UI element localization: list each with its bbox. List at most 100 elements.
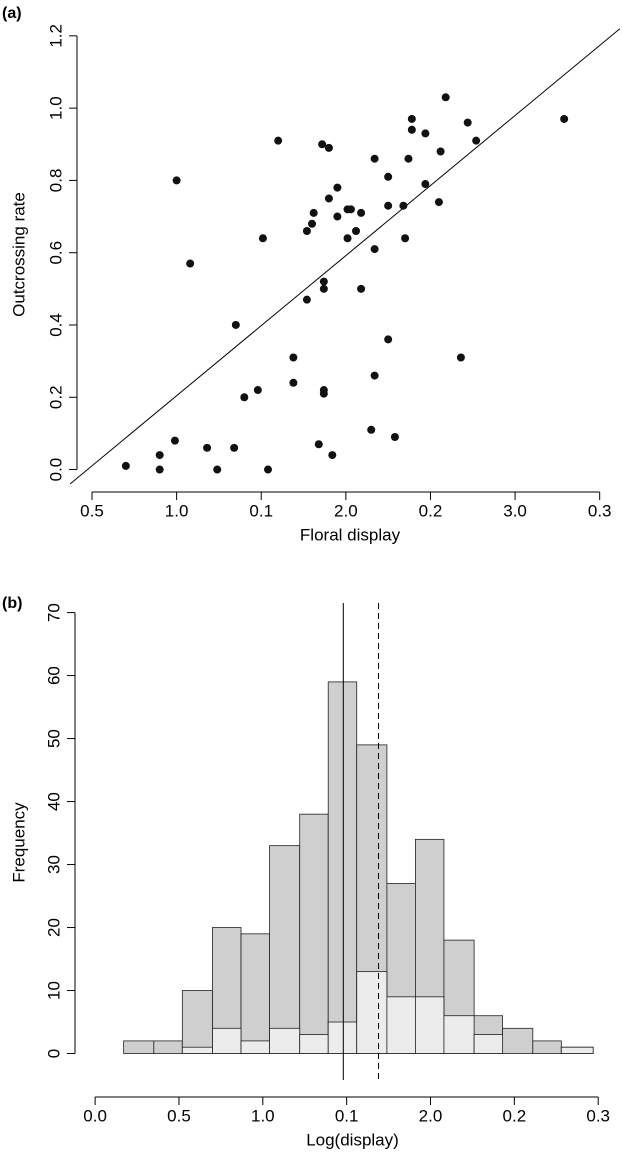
point <box>240 393 249 402</box>
point <box>357 284 366 293</box>
bar <box>415 996 445 1054</box>
bar <box>560 1046 594 1054</box>
point <box>121 461 130 470</box>
point <box>231 320 240 329</box>
point <box>421 180 430 189</box>
bar <box>327 681 358 1054</box>
bar <box>502 1027 534 1054</box>
point <box>308 219 316 228</box>
point <box>318 140 327 149</box>
point <box>186 259 195 268</box>
point <box>384 172 393 181</box>
point <box>352 227 360 236</box>
x-tick-label: 0.1 <box>249 501 273 520</box>
point <box>456 353 465 362</box>
point <box>463 118 472 127</box>
point <box>314 440 323 449</box>
point <box>472 136 481 145</box>
y-tick-label: 0.8 <box>46 169 65 193</box>
point <box>436 147 445 156</box>
point <box>333 212 342 221</box>
y-axis-label: Frequency <box>9 802 28 883</box>
bar <box>269 845 301 1054</box>
point <box>384 335 393 344</box>
x-tick-label: 0.3 <box>586 1106 610 1125</box>
point <box>319 389 328 398</box>
point <box>289 378 298 387</box>
y-tick-label: 10 <box>44 981 63 1000</box>
y-axis-label: Outcrossing rate <box>9 192 28 317</box>
point <box>407 114 416 123</box>
y-tick-label: 1.2 <box>46 24 65 48</box>
point <box>302 295 311 304</box>
point <box>407 125 416 134</box>
point <box>434 198 443 207</box>
point <box>319 277 328 286</box>
y-tick-label: 0.2 <box>46 385 65 409</box>
bar <box>269 1027 301 1054</box>
y-tick-label: 60 <box>44 666 63 685</box>
point <box>258 234 267 243</box>
point <box>172 176 181 185</box>
point <box>328 451 337 460</box>
point <box>319 284 328 293</box>
point <box>404 154 413 163</box>
panel-label: (a) <box>2 5 22 22</box>
bar <box>153 1040 183 1054</box>
bar <box>212 1027 242 1054</box>
x-tick-label: 0.2 <box>419 501 443 520</box>
x-tick-label: 2.0 <box>419 1106 443 1125</box>
x-tick-label: 0.3 <box>588 501 612 520</box>
x-tick-label: 0.2 <box>503 1106 527 1125</box>
point <box>274 136 283 145</box>
bar <box>299 813 329 1054</box>
x-tick-label: 0.1 <box>335 1106 359 1125</box>
y-tick-label: 20 <box>44 918 63 937</box>
point <box>203 443 212 452</box>
panel-label: (b) <box>2 595 22 612</box>
bar <box>532 1040 562 1054</box>
bar <box>443 1015 475 1054</box>
point <box>155 465 164 474</box>
y-tick-label: 0.6 <box>46 241 65 265</box>
point <box>309 208 318 217</box>
point <box>421 129 430 138</box>
x-tick-label: 1.0 <box>165 501 189 520</box>
point <box>370 371 379 380</box>
point <box>343 234 352 243</box>
point <box>384 201 393 210</box>
point <box>357 208 366 217</box>
bar <box>327 1021 358 1054</box>
bar <box>181 990 213 1054</box>
bar <box>299 1034 329 1054</box>
point <box>302 227 311 236</box>
point <box>370 245 379 254</box>
x-tick-label: 0.5 <box>80 501 104 520</box>
point <box>401 234 410 243</box>
point <box>230 443 239 452</box>
point <box>170 436 179 445</box>
bar <box>240 933 270 1054</box>
bar <box>386 996 416 1054</box>
bar <box>181 1046 213 1054</box>
point <box>441 93 450 102</box>
y-tick-label: 0 <box>44 1049 63 1058</box>
point <box>213 465 222 474</box>
point <box>346 205 355 214</box>
x-axis-label: Log(display) <box>306 1130 399 1149</box>
point <box>370 154 379 163</box>
point <box>289 353 298 362</box>
x-tick-label: 3.0 <box>503 501 527 520</box>
y-tick-label: 0.4 <box>46 313 65 337</box>
point <box>264 465 272 474</box>
y-tick-label: 30 <box>44 855 63 874</box>
x-tick-label: 0.5 <box>167 1106 191 1125</box>
bar <box>356 971 388 1054</box>
x-tick-label: 0.0 <box>83 1106 107 1125</box>
point <box>399 201 408 210</box>
point <box>390 433 399 442</box>
bar <box>123 1040 155 1054</box>
bar <box>240 1040 270 1054</box>
x-tick-label: 2.0 <box>334 501 358 520</box>
